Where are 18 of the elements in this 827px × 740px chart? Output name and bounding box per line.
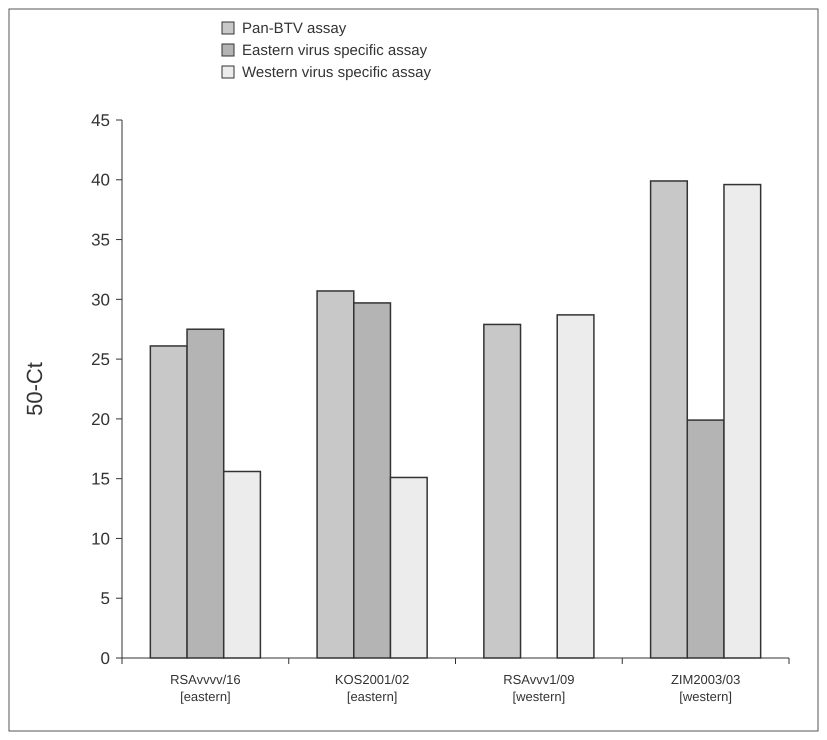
x-tick-label: KOS2001/02 [eastern] (334, 672, 410, 704)
legend-label: Western virus specific assay (242, 64, 432, 81)
x-tick-label: RSAvvvv/16 [eastern] (170, 672, 241, 704)
y-tick-label: 10 (91, 529, 110, 548)
y-tick-label: 5 (100, 589, 110, 608)
y-tick-label: 40 (91, 170, 110, 190)
y-tick-label: 25 (91, 350, 110, 370)
x-tick-label: RSAvvv1/09 [western] (503, 672, 575, 704)
x-tick-label: ZIM2003/03 [western] (670, 672, 740, 704)
y-tick-label: 0 (100, 648, 110, 668)
legend-label: Pan-BTV assay (242, 20, 347, 37)
y-tick-label: 15 (91, 470, 110, 489)
y-tick-label: 35 (91, 230, 110, 250)
legend-label: Eastern virus specific assay (242, 42, 428, 59)
y-tick-label: 45 (91, 110, 110, 130)
y-tick-label: 20 (91, 410, 110, 429)
y-tick-label: 30 (91, 290, 110, 310)
y-axis-title: 50-Ct (22, 362, 47, 416)
